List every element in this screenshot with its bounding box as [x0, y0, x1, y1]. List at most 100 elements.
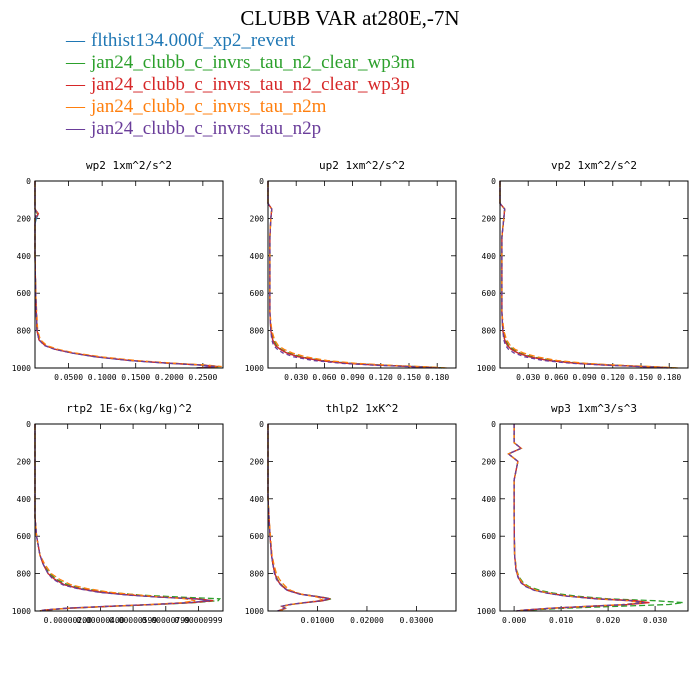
y-tick-label: 800: [17, 570, 32, 579]
panel-title: wp3 1xm^3/s^3: [551, 402, 637, 415]
x-tick-label: 0.180: [425, 373, 449, 382]
y-tick-label: 1000: [12, 607, 31, 616]
series-line: [267, 181, 447, 369]
y-tick-label: 200: [482, 214, 497, 223]
y-tick-label: 600: [482, 532, 497, 541]
x-tick-label: 0.150: [629, 373, 653, 382]
legend-label: jan24_clubb_c_invrs_tau_n2m: [91, 96, 327, 117]
legend-label: jan24_clubb_c_invrs_tau_n2p: [91, 118, 322, 139]
y-tick-label: 200: [250, 457, 265, 466]
y-tick-label: 400: [250, 252, 265, 261]
y-tick-label: 0: [491, 177, 496, 186]
y-tick-label: 600: [482, 289, 497, 298]
y-tick-label: 400: [482, 252, 497, 261]
x-tick-label: 0.2000: [155, 373, 184, 382]
series-line: [507, 424, 642, 612]
series-line: [507, 424, 645, 612]
series-line: [34, 424, 210, 612]
x-tick-label: 0.0500: [54, 373, 83, 382]
series-line: [34, 181, 218, 369]
legend-line-marker: —: [66, 118, 85, 139]
x-tick-label: 0.1500: [121, 373, 150, 382]
panel-title: thlp2 1xK^2: [326, 402, 399, 415]
y-tick-label: 200: [17, 214, 32, 223]
series-line: [507, 424, 650, 612]
series-line: [267, 181, 445, 369]
x-tick-label: 0.02000: [350, 616, 384, 625]
series-line: [34, 424, 196, 612]
legend-line-marker: —: [66, 74, 85, 95]
x-tick-label: 0.020: [596, 616, 620, 625]
y-tick-label: 200: [17, 457, 32, 466]
series-line: [507, 424, 646, 612]
x-tick-label: 0.1000: [88, 373, 117, 382]
series-line: [34, 424, 222, 612]
x-tick-label: 0.120: [369, 373, 393, 382]
y-tick-label: 1000: [477, 364, 496, 373]
x-tick-label: 0.00000599: [109, 616, 157, 625]
series-line: [499, 181, 679, 369]
x-tick-label: 0.00000200: [44, 616, 92, 625]
y-tick-label: 0: [26, 177, 31, 186]
series-line: [267, 424, 330, 612]
series-line: [267, 424, 326, 612]
y-tick-label: 400: [482, 495, 497, 504]
y-tick-label: 200: [482, 457, 497, 466]
x-tick-label: 0.030: [284, 373, 308, 382]
series-line: [267, 424, 332, 612]
legend-entry: — jan24_clubb_c_invrs_tau_n2_clear_wp3m: [66, 52, 415, 74]
y-tick-label: 1000: [477, 607, 496, 616]
legend-entry: — flthist134.000f_xp2_revert: [66, 30, 415, 52]
y-tick-label: 800: [482, 570, 497, 579]
y-tick-label: 0: [491, 420, 496, 429]
legend-line-marker: —: [66, 30, 85, 51]
legend-label: jan24_clubb_c_invrs_tau_n2_clear_wp3p: [91, 74, 410, 95]
y-tick-label: 1000: [245, 364, 264, 373]
chart-panel: vp2 1xm^2/s^2 0 200 400 600 800 1000 0.030 0.060…: [477, 159, 689, 382]
y-tick-label: 400: [250, 495, 265, 504]
y-tick-label: 200: [250, 214, 265, 223]
series-line: [267, 181, 438, 369]
x-tick-label: 0.000: [502, 616, 526, 625]
series-line: [499, 181, 677, 369]
x-tick-label: 0.150: [397, 373, 421, 382]
x-tick-label: 0.00000799: [142, 616, 190, 625]
x-tick-label: 0.120: [601, 373, 625, 382]
chart-panel: rtp2 1E-6x(kg/kg)^2 0 200 400 600 800 1000 0.00…: [12, 402, 224, 625]
chart-panel: thlp2 1xK^2 0 200 400 600 800 1000 0.01000 0.020…: [245, 402, 457, 625]
y-tick-label: 0: [259, 420, 264, 429]
panel-title: vp2 1xm^2/s^2: [551, 159, 637, 172]
x-tick-label: 0.030: [643, 616, 667, 625]
y-tick-label: 1000: [245, 607, 264, 616]
plot-frame: [267, 423, 457, 612]
y-tick-label: 0: [26, 420, 31, 429]
series-line: [34, 181, 217, 369]
plot-frame: [267, 180, 457, 369]
series-line: [34, 181, 217, 369]
chart-panel: wp2 1xm^2/s^2 0 200 400 600 800 1000 0.0500 0.10…: [12, 159, 224, 382]
series-line: [499, 181, 674, 369]
y-tick-label: 0: [259, 177, 264, 186]
x-tick-label: 0.090: [341, 373, 365, 382]
legend-line-marker: —: [66, 96, 85, 117]
y-tick-label: 600: [250, 532, 265, 541]
plot-frame: [34, 423, 224, 612]
legend-entry: — jan24_clubb_c_invrs_tau_n2m: [66, 96, 415, 118]
chart-panel: up2 1xm^2/s^2 0 200 400 600 800 1000 0.030 0.060…: [245, 159, 457, 382]
plot-frame: [499, 423, 689, 612]
y-tick-label: 800: [482, 327, 497, 336]
chart-panel: wp3 1xm^3/s^3 0 200 400 600 800 1000 0.000 0.010…: [477, 402, 689, 625]
y-tick-label: 600: [17, 289, 32, 298]
x-tick-label: 0.090: [573, 373, 597, 382]
series-line: [499, 181, 673, 369]
x-tick-label: 0.060: [312, 373, 336, 382]
y-tick-label: 400: [17, 495, 32, 504]
legend-entry: — jan24_clubb_c_invrs_tau_n2p: [66, 118, 415, 140]
legend: — flthist134.000f_xp2_revert — jan24_clubb…: [66, 30, 415, 140]
y-tick-label: 400: [17, 252, 32, 261]
series-line: [267, 181, 442, 369]
x-tick-label: 0.180: [657, 373, 681, 382]
figure-title: CLUBB VAR at280E,-7N: [240, 6, 460, 30]
series-line: [34, 424, 214, 612]
